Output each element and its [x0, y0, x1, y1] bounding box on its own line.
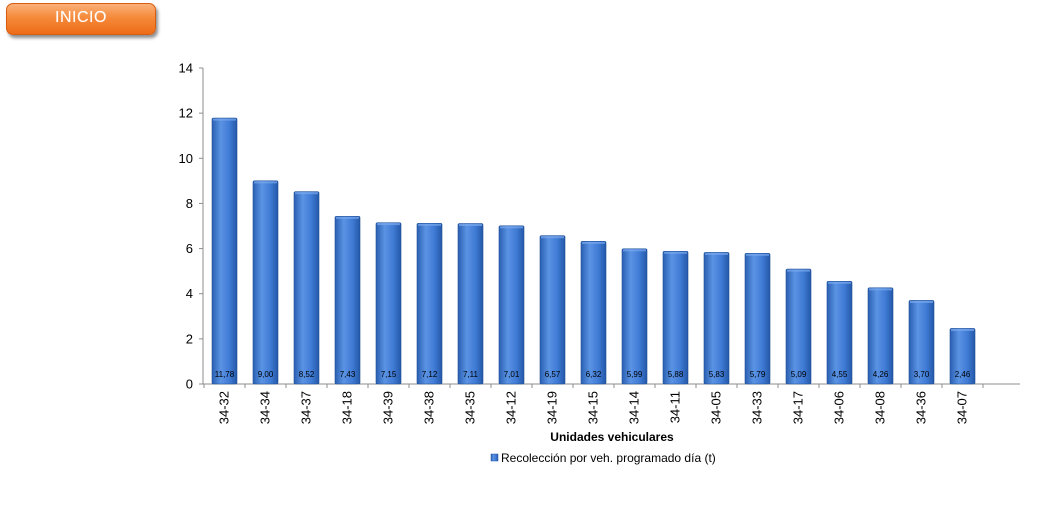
x-tick-label: 34-14	[627, 391, 642, 424]
x-tick-label: 34-18	[340, 391, 355, 424]
x-tick-label: 34-08	[873, 391, 888, 424]
bar-highlight	[869, 288, 892, 291]
bar-data-label: 8,52	[299, 370, 315, 379]
bar-highlight	[582, 241, 605, 244]
bar	[785, 268, 812, 385]
bar	[867, 287, 894, 385]
bar-highlight	[500, 226, 523, 229]
y-axis: 0 2 4 6 8 10 12 14	[179, 61, 204, 392]
x-tick-label: 34-15	[586, 391, 601, 424]
x-tick-label: 34-11	[668, 391, 683, 423]
x-tick-label: 34-32	[217, 391, 232, 424]
bar-data-label: 7,12	[422, 370, 438, 379]
bar	[334, 215, 361, 385]
x-tick-label: 34-34	[258, 391, 273, 424]
y-tick-label: 4	[186, 286, 193, 301]
bar-data-label: 7,43	[340, 370, 356, 379]
bar-highlight	[295, 192, 318, 195]
x-tick-label: 34-06	[832, 391, 847, 424]
x-tick-label: 34-17	[791, 391, 806, 424]
bar-data-label: 2,46	[955, 370, 971, 379]
bar	[621, 248, 648, 385]
y-tick-label: 2	[186, 331, 193, 346]
bars: 11,78 9,00 8,52 7,43 7,15 7,12 7,11 7,01 6,57 6,3…	[211, 117, 976, 385]
bar-data-label: 7,01	[504, 370, 520, 379]
bar-data-label: 5,83	[709, 370, 725, 379]
bar-data-label: 6,57	[545, 370, 561, 379]
bar-highlight	[541, 236, 564, 239]
bar	[703, 252, 730, 385]
bar-highlight	[705, 252, 728, 255]
x-tick-label: 34-38	[422, 391, 437, 424]
bar-data-label: 11,78	[215, 370, 235, 379]
bar-highlight	[951, 328, 974, 331]
bar-highlight	[254, 181, 277, 184]
x-tick-label: 34-19	[545, 391, 560, 424]
x-tick-label: 34-36	[914, 391, 929, 424]
bar-data-label: 7,15	[381, 370, 397, 379]
bar-data-label: 9,00	[258, 370, 274, 379]
bar-highlight	[910, 300, 933, 303]
bar-highlight	[828, 281, 851, 284]
bar	[662, 250, 689, 385]
bar-highlight	[787, 269, 810, 272]
bar	[744, 253, 771, 385]
bar	[498, 225, 525, 385]
x-axis: 34-32 34-34 34-37 34-18 34-39 34-38 34-35 34-12…	[203, 383, 1020, 424]
bar	[293, 191, 320, 385]
x-tick-label: 34-33	[750, 391, 765, 424]
bar-data-label: 5,09	[791, 370, 807, 379]
bar	[826, 280, 853, 385]
bar-highlight	[664, 251, 687, 254]
x-tick-label: 34-12	[504, 391, 519, 424]
bar	[252, 180, 279, 385]
x-tick-label: 34-37	[299, 391, 314, 424]
bar-highlight	[459, 224, 482, 227]
bar	[375, 222, 402, 385]
legend: Recolección por veh. programado día (t)	[490, 451, 716, 465]
y-tick-label: 0	[186, 377, 193, 392]
bar-data-label: 4,55	[832, 370, 848, 379]
bar-highlight	[377, 223, 400, 226]
y-tick-label: 12	[179, 106, 193, 121]
legend-label: Recolección por veh. programado día (t)	[501, 451, 716, 465]
bar	[416, 222, 443, 385]
bar-data-label: 3,70	[914, 370, 930, 379]
y-tick-label: 8	[186, 196, 193, 211]
bar-data-label: 5,88	[668, 370, 684, 379]
x-tick-label: 34-39	[381, 391, 396, 424]
x-axis-title: Unidades vehiculares	[550, 430, 674, 444]
x-tick-label: 34-07	[955, 391, 970, 424]
bar-data-label: 4,26	[873, 370, 889, 379]
y-tick-label: 6	[186, 241, 193, 256]
x-tick-label: 34-35	[463, 391, 478, 424]
y-tick-label: 14	[179, 61, 193, 76]
legend-swatch	[490, 453, 499, 462]
bar-data-label: 6,32	[586, 370, 602, 379]
bar	[908, 300, 935, 385]
x-tick-label: 34-05	[709, 391, 724, 424]
bar	[580, 241, 607, 385]
bar-highlight	[418, 223, 441, 226]
bar	[539, 235, 566, 385]
bar-highlight	[623, 249, 646, 252]
bar	[457, 223, 484, 385]
bar-highlight	[213, 118, 236, 121]
y-tick-label: 10	[179, 151, 193, 166]
inicio-button[interactable]: INICIO	[6, 3, 156, 35]
bar-data-label: 5,99	[627, 370, 643, 379]
bar-data-label: 5,79	[750, 370, 766, 379]
bar-highlight	[336, 216, 359, 219]
bar	[949, 328, 976, 385]
bar	[211, 117, 238, 385]
bar-data-label: 7,11	[463, 370, 479, 379]
bar-highlight	[746, 253, 769, 256]
